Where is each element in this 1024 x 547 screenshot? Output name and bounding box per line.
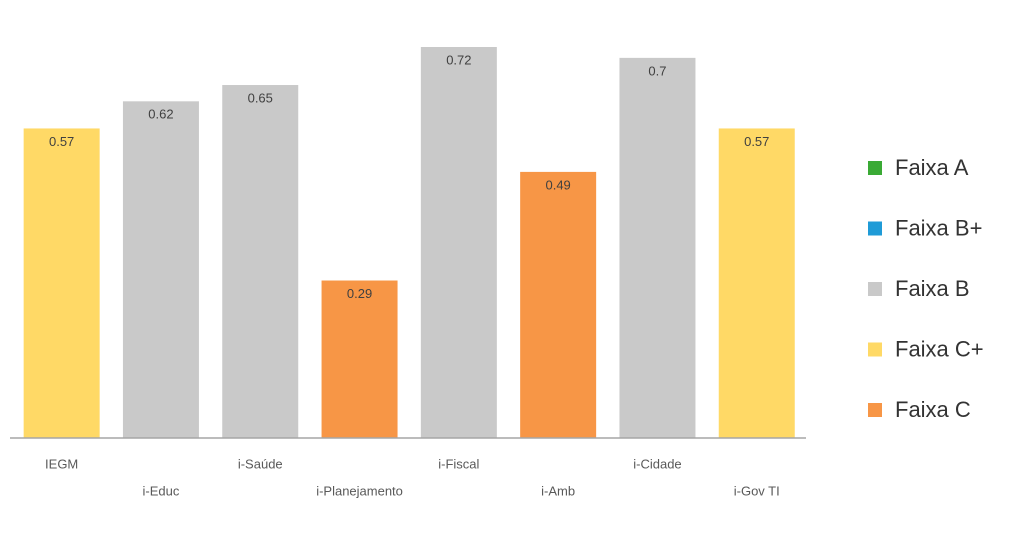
legend-label: Faixa B+ (895, 215, 982, 240)
x-tick-label: i-Amb (541, 483, 575, 498)
bar (520, 171, 597, 438)
legend-swatch (868, 342, 882, 357)
x-tick-label: i-Gov TI (734, 483, 780, 498)
x-tick-label: i-Planejamento (316, 483, 403, 498)
x-tick-label: i-Fiscal (438, 456, 479, 471)
value-label: 0.57 (49, 134, 74, 149)
legend-label: Faixa C+ (895, 336, 984, 361)
bar (321, 280, 398, 438)
value-label: 0.57 (744, 134, 769, 149)
bar (222, 85, 299, 438)
x-tick-label: i-Cidade (633, 456, 681, 471)
value-label: 0.7 (648, 63, 666, 78)
bar (122, 101, 199, 439)
x-tick-label: i-Saúde (238, 456, 283, 471)
x-tick-label: i-Educ (143, 483, 180, 498)
legend-swatch (868, 161, 882, 175)
x-tick-label: IEGM (45, 456, 78, 471)
value-label: 0.72 (446, 52, 471, 67)
legend-swatch (868, 282, 882, 296)
legend-swatch (868, 403, 882, 417)
legend-swatch (868, 221, 882, 236)
value-label: 0.62 (148, 107, 173, 122)
value-label: 0.29 (347, 286, 372, 301)
bar (420, 47, 497, 438)
legend-label: Faixa B (895, 276, 970, 301)
legend-label: Faixa C (895, 397, 971, 422)
bar (619, 57, 696, 438)
value-label: 0.65 (248, 90, 273, 105)
bar (23, 128, 100, 439)
bar (718, 128, 795, 439)
legend-label: Faixa A (895, 155, 969, 180)
value-label: 0.49 (545, 177, 570, 192)
